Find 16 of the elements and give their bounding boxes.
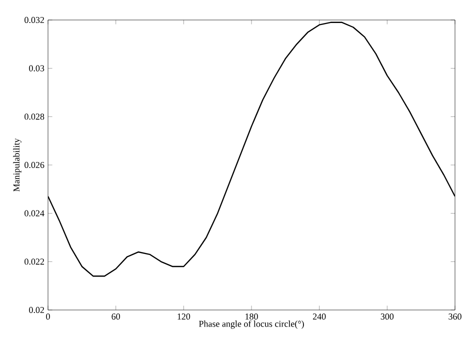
y-tick-label: 0.02 xyxy=(29,306,44,314)
y-tick-label: 0.024 xyxy=(24,210,44,216)
y-tick-label: 0.032 xyxy=(24,16,44,24)
x-tick-label: 120 xyxy=(178,314,190,320)
y-tick-label: 0.028 xyxy=(24,114,44,120)
y-axis-title: Manipulability xyxy=(13,138,22,192)
x-tick-label: 60 xyxy=(112,314,120,320)
y-tick-label: 0.026 xyxy=(24,162,44,168)
y-tick-label: 0.03 xyxy=(29,65,44,72)
x-tick-label: 240 xyxy=(312,314,326,320)
x-tick-label: 0 xyxy=(46,314,50,320)
x-tick-label: 360 xyxy=(448,314,462,320)
x-tick-label: 180 xyxy=(246,314,258,320)
x-tick-label: 300 xyxy=(380,314,394,320)
x-axis-title: Phase angle of locus circle(°) xyxy=(198,320,304,329)
y-tick-label: 0.022 xyxy=(24,258,44,265)
